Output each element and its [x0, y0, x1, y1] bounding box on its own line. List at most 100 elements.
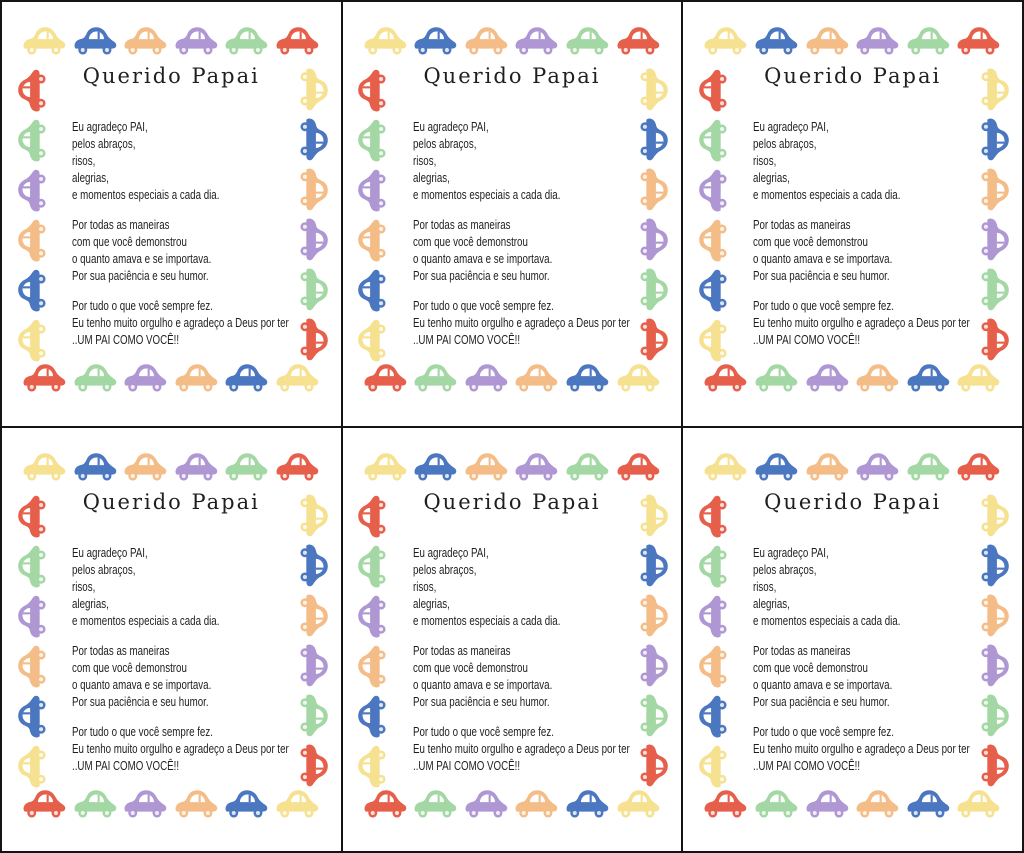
car-icon [299, 593, 331, 639]
car-icon [413, 450, 459, 482]
poem-line: o quanto amava e se importava. [412, 252, 552, 266]
car-icon [980, 117, 1012, 163]
car-icon [980, 267, 1012, 313]
poem: Eu agradeço PAI, pelos abraços, risos, aleg… [753, 545, 995, 775]
car-icon [224, 450, 270, 482]
poem-line: e momentos especiais a cada dia. [412, 188, 561, 202]
car-icon [703, 787, 749, 819]
poem-line: com que você demonstrou [753, 235, 869, 249]
car-icon [696, 117, 728, 163]
car-icon [703, 24, 749, 56]
car-icon [565, 361, 611, 393]
poem-paragraph: Por tudo o que você sempre fez. Eu tenho … [413, 724, 655, 775]
car-icon [906, 361, 952, 393]
car-icon [275, 787, 321, 819]
car-icon [514, 361, 560, 393]
car-icon [15, 493, 47, 539]
greeting-card: Querido Papai Eu agradeço PAI, pelos abra… [683, 427, 1022, 851]
car-icon [696, 543, 728, 589]
car-icon [980, 67, 1012, 113]
car-icon [15, 167, 47, 213]
car-icon [22, 361, 68, 393]
car-icon [355, 217, 387, 263]
car-icon [363, 361, 409, 393]
poem-line: Por todas as maneiras [72, 218, 170, 232]
car-icon [363, 24, 409, 56]
car-icon [299, 493, 331, 539]
car-icon [639, 593, 671, 639]
car-icon [355, 267, 387, 313]
car-icon [224, 361, 270, 393]
car-icon [805, 450, 851, 482]
car-icon [906, 450, 952, 482]
poem-line: Por todas as maneiras [72, 643, 170, 658]
poem-line: Eu tenho muito orgulho e agradeço a Deus… [412, 741, 630, 756]
car-icon [514, 24, 560, 56]
car-icon [805, 24, 851, 56]
car-icon [703, 361, 749, 393]
poem-line: pelos abraços, [412, 562, 477, 577]
poem-line: o quanto amava e se importava. [72, 677, 212, 692]
card-title: Querido Papai [82, 64, 260, 88]
poem-line: Por sua paciência e seu humor. [753, 694, 890, 709]
poem-line: Por sua paciência e seu humor. [412, 269, 550, 283]
car-icon [275, 450, 321, 482]
poem-line: pelos abraços, [412, 137, 477, 151]
car-icon [15, 117, 47, 163]
poem-line: alegrias, [72, 596, 109, 611]
card-title: Querido Papai [764, 64, 942, 88]
car-icon [696, 67, 728, 113]
poem-line: Eu agradeço PAI, [412, 120, 489, 134]
car-icon [639, 67, 671, 113]
poem-line: ..UM PAI COMO VOCÊ!! [412, 758, 520, 773]
car-icon [980, 167, 1012, 213]
car-icon [355, 743, 387, 789]
car-icon [754, 450, 800, 482]
poem-line: ..UM PAI COMO VOCÊ!! [72, 758, 180, 773]
car-icon [275, 24, 321, 56]
poem-paragraph: Eu agradeço PAI, pelos abraços, risos, aleg… [413, 545, 655, 630]
car-icon [639, 267, 671, 313]
card-title: Querido Papai [82, 489, 260, 514]
car-icon [275, 361, 321, 393]
car-icon [123, 24, 169, 56]
car-icon [15, 217, 47, 263]
car-icon [855, 24, 901, 56]
poem-paragraph: Por tudo o que você sempre fez. Eu tenho … [413, 298, 655, 349]
poem-line: risos, [412, 579, 436, 594]
poem-line: com que você demonstrou [412, 660, 528, 675]
car-icon [639, 693, 671, 739]
poem-line: Eu agradeço PAI, [412, 545, 489, 560]
car-icon [639, 493, 671, 539]
car-icon [73, 24, 119, 56]
car-icon [639, 117, 671, 163]
car-icon [514, 787, 560, 819]
poem-paragraph: Por tudo o que você sempre fez. Eu tenho … [753, 724, 995, 775]
car-icon [299, 117, 331, 163]
poem: Eu agradeço PAI, pelos abraços, risos, aleg… [72, 119, 314, 349]
car-icon [22, 24, 68, 56]
car-icon [15, 67, 47, 113]
car-icon [15, 693, 47, 739]
poem-line: o quanto amava e se importava. [72, 252, 212, 266]
poem-line: risos, [72, 579, 96, 594]
car-icon [355, 317, 387, 363]
car-icon [956, 361, 1002, 393]
poem-paragraph: Por todas as maneiras com que você demons… [413, 643, 655, 711]
poem-line: alegrias, [753, 171, 791, 185]
car-icon [73, 450, 119, 482]
car-icon [355, 493, 387, 539]
poem-paragraph: Eu agradeço PAI, pelos abraços, risos, aleg… [72, 119, 314, 204]
car-icon [123, 361, 169, 393]
car-icon [980, 593, 1012, 639]
poem-line: Eu agradeço PAI, [72, 545, 148, 560]
car-icon [355, 693, 387, 739]
car-icon [616, 450, 662, 482]
car-icon [464, 450, 510, 482]
car-icon [855, 450, 901, 482]
car-icon [980, 317, 1012, 363]
car-icon [956, 24, 1002, 56]
poem-paragraph: Por tudo o que você sempre fez. Eu tenho … [753, 298, 995, 349]
car-icon [15, 317, 47, 363]
poem-line: alegrias, [412, 596, 450, 611]
